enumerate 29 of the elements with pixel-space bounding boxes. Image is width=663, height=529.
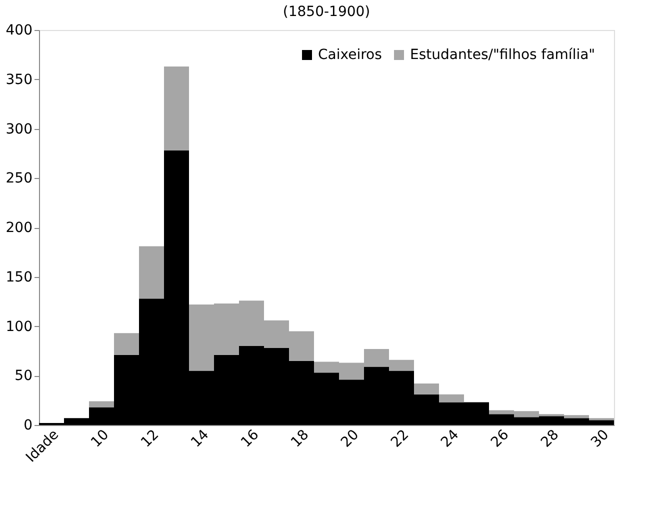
x-tick-label: 24 xyxy=(438,426,462,451)
bar xyxy=(89,401,114,408)
x-tick-label: 20 xyxy=(338,426,362,451)
x-tick-label: 16 xyxy=(238,426,262,451)
bar xyxy=(139,246,164,299)
y-tick-label: 350 xyxy=(6,72,32,88)
legend-label: Caixeiros xyxy=(318,47,382,63)
y-tick-label: 400 xyxy=(6,22,32,38)
x-tick-label: 26 xyxy=(488,426,512,451)
x-tick-label: 10 xyxy=(88,426,112,451)
y-tick-label: 300 xyxy=(6,121,32,138)
y-tick-label: 150 xyxy=(6,269,32,286)
bar xyxy=(164,66,189,150)
x-tick-label: 14 xyxy=(188,426,212,451)
x-tick-label: 30 xyxy=(588,426,612,451)
y-tick-label: 200 xyxy=(6,220,32,236)
x-tick-label: 12 xyxy=(138,426,162,451)
y-tick-label: 0 xyxy=(24,418,32,434)
y-tick-label: 250 xyxy=(6,170,32,187)
y-tick-label: 100 xyxy=(6,318,32,335)
y-tick-label: 50 xyxy=(14,368,32,384)
x-tick-label: 18 xyxy=(288,426,312,451)
bar xyxy=(439,394,464,402)
legend-label: Estudantes/"filhos família" xyxy=(410,47,596,63)
chart-title: (1850-1900) xyxy=(282,4,370,20)
bar xyxy=(114,333,139,355)
bar xyxy=(414,384,439,394)
x-tick-label: 22 xyxy=(388,426,412,451)
x-tick-label: 28 xyxy=(538,426,562,451)
